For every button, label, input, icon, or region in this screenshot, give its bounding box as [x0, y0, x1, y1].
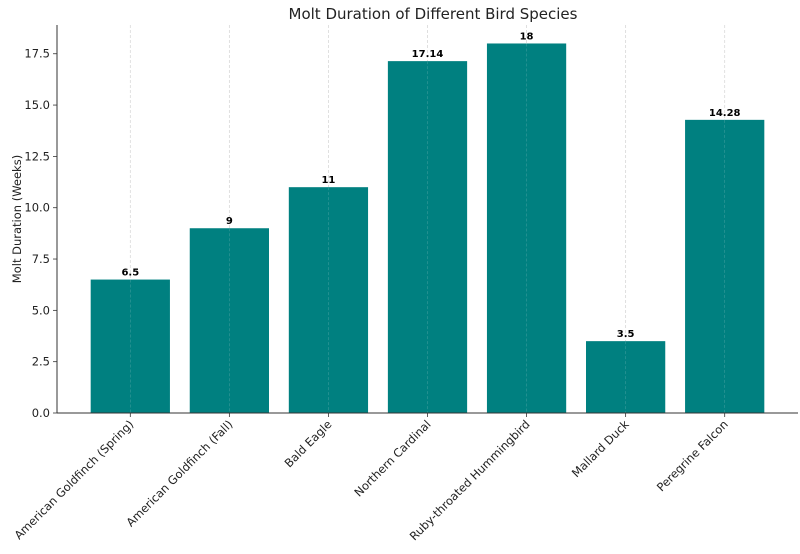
x-tick-label: American Goldfinch (Spring)	[11, 417, 136, 542]
data-label: 9	[226, 216, 233, 227]
y-axis-label: Molt Duration (Weeks)	[10, 155, 24, 283]
x-tick-label: Bald Eagle	[282, 417, 335, 470]
x-tick-label: Mallard Duck	[569, 417, 632, 480]
y-tick-label: 12.5	[24, 149, 50, 163]
y-tick-label: 0.0	[32, 406, 50, 420]
x-tick-label: Peregrine Falcon	[654, 417, 731, 494]
y-tick-label: 15.0	[24, 98, 50, 112]
data-label: 17.14	[412, 49, 444, 60]
y-tick-label: 5.0	[32, 303, 50, 317]
data-label: 6.5	[121, 268, 139, 279]
chart-title: Molt Duration of Different Bird Species	[289, 5, 578, 23]
data-label: 14.28	[709, 108, 741, 119]
x-tick-label: Ruby-throated Hummingbird	[407, 417, 533, 543]
y-tick-label: 2.5	[32, 355, 50, 369]
y-tick-label: 10.0	[24, 201, 50, 215]
y-tick-label: 17.5	[24, 47, 50, 61]
data-label: 18	[520, 31, 534, 42]
x-tick-label: Northern Cardinal	[351, 417, 433, 499]
data-label: 3.5	[617, 329, 635, 340]
data-label: 11	[321, 175, 335, 186]
y-tick-label: 7.5	[32, 252, 50, 266]
x-tick-label: American Goldfinch (Fall)	[123, 417, 235, 529]
